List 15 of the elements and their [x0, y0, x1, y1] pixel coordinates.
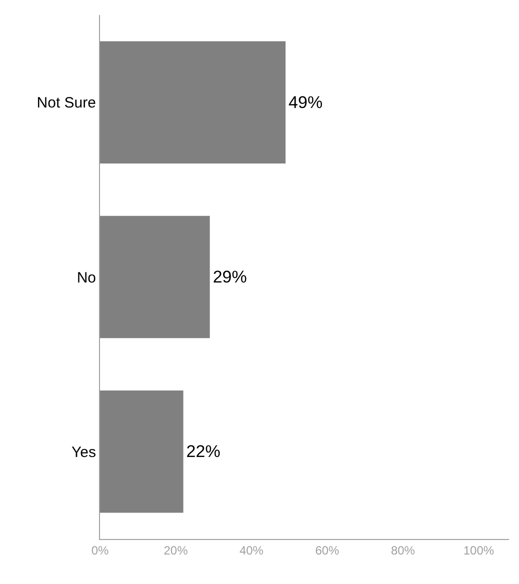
data-label: 22% [186, 442, 220, 462]
y-tick-label: Yes [72, 444, 96, 461]
x-tick-label: 20% [164, 543, 188, 558]
data-label: 29% [212, 268, 247, 286]
x-tick-label: 40% [239, 543, 264, 558]
data-label: 49% [288, 92, 323, 112]
bar [100, 41, 286, 164]
x-tick-label: 0% [91, 543, 109, 558]
x-tick-label: 80% [390, 543, 416, 558]
x-tick-label: 100% [463, 543, 494, 558]
x-tick-label: 60% [315, 543, 340, 558]
y-tick-label: Not Sure [36, 94, 96, 112]
y-tick-label: No [76, 269, 96, 286]
bar [100, 390, 184, 513]
bar [100, 216, 210, 338]
